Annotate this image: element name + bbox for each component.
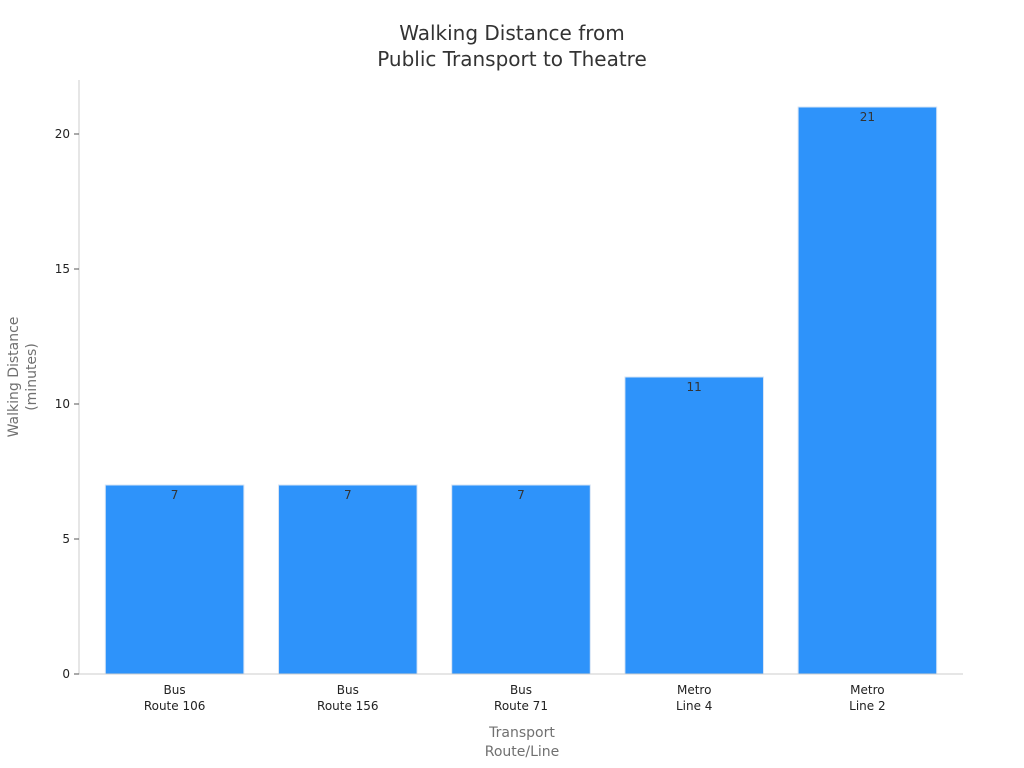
bar — [451, 484, 591, 675]
x-tick-label-line-2: Route 106 — [144, 699, 206, 713]
bar-value-label: 7 — [171, 488, 179, 502]
x-tick-label-line-1: Metro — [850, 683, 884, 697]
y-tick-label: 0 — [62, 667, 70, 681]
x-tick-label-line-1: Bus — [510, 683, 532, 697]
x-tick-label-line-2: Line 4 — [676, 699, 712, 713]
bar-value-label: 21 — [860, 110, 875, 124]
y-axis-title: Walking Distance (minutes) — [6, 317, 40, 438]
y-axis-title-line-1: Walking Distance — [6, 317, 22, 438]
bars-group: 7 7 7 11 21 — [104, 106, 938, 675]
bar-value-label: 11 — [687, 380, 702, 394]
chart-title-line-2: Public Transport to Theatre — [377, 47, 647, 71]
x-axis-title: Transport Route/Line — [485, 725, 560, 760]
x-tick-label-line-2: Route 71 — [494, 699, 548, 713]
y-tick-label: 15 — [55, 262, 70, 276]
y-axis: 0 5 10 15 20 — [55, 80, 80, 681]
x-tick-label-line-1: Bus — [164, 683, 186, 697]
x-tick-label-line-2: Route 156 — [317, 699, 379, 713]
y-tick-label: 5 — [62, 532, 70, 546]
chart-title: Walking Distance from Public Transport t… — [377, 21, 647, 71]
x-tick-label-line-1: Bus — [337, 683, 359, 697]
x-axis-title-line-1: Transport — [488, 725, 555, 741]
y-tick-label: 20 — [55, 127, 70, 141]
x-axis-title-line-2: Route/Line — [485, 744, 560, 760]
bar — [278, 484, 418, 675]
bar — [624, 376, 764, 675]
x-axis: Bus Route 106 Bus Route 156 Bus Route 71 Metro… — [79, 673, 963, 713]
chart-title-line-1: Walking Distance from — [399, 21, 625, 45]
x-tick-label-line-2: Line 2 — [849, 699, 885, 713]
x-tick-label-line-1: Metro — [677, 683, 711, 697]
y-tick-label: 10 — [55, 397, 70, 411]
bar — [797, 106, 938, 675]
bar — [104, 484, 245, 675]
y-axis-title-line-2: (minutes) — [24, 343, 40, 411]
bar-value-label: 7 — [344, 488, 352, 502]
bar-value-label: 7 — [517, 488, 525, 502]
